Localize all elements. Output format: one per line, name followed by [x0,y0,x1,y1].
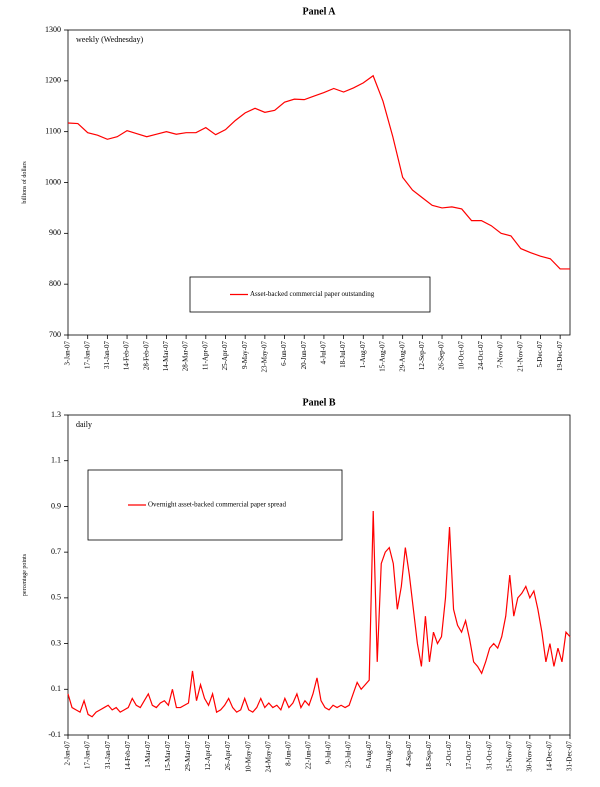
y-tick-label: 0.9 [51,501,61,510]
x-tick-label: 14-Mar-07 [162,341,170,372]
x-tick-label: 10-Oct-07 [457,341,465,370]
chart-title: Panel A [302,6,336,17]
x-tick-label: 2-Jan-07 [64,741,72,766]
x-tick-label: 31-Jan-07 [104,741,112,769]
x-tick-label: 20-Aug-07 [385,741,393,772]
x-tick-label: 12-Apr-07 [204,741,212,771]
x-tick-label: 17-Jan-07 [84,741,92,769]
data-line [67,510,571,718]
x-tick-label: 17-Oct-07 [465,741,473,770]
x-tick-label: 12-Sep-07 [418,341,426,371]
x-tick-label: 14-Feb-07 [123,341,131,371]
y-tick-label: 0.3 [51,638,61,647]
x-tick-label: 31-Oct-07 [485,741,493,770]
y-tick-label: 1300 [45,25,61,34]
x-tick-label: 29-Aug-07 [398,341,406,372]
data-line [67,74,570,270]
y-tick-label: 800 [49,279,61,288]
x-tick-label: 9-Jul-07 [325,741,333,765]
y-tick-label: 900 [49,228,61,237]
y-tick-label: 1.1 [51,456,61,465]
annotation: weekly (Wednesday) [76,35,143,44]
x-tick-label: 3-Jan-07 [64,341,72,366]
legend-label: Overnight asset-backed commercial paper … [148,501,286,509]
x-tick-label: 9-May-07 [241,341,249,369]
plot-area [67,414,571,736]
x-tick-label: 24-May-07 [264,741,272,773]
x-tick-label: 4-Sep-07 [405,741,413,767]
x-tick-label: 25-Apr-07 [221,341,229,371]
x-tick-label: 31-Dec-07 [566,741,574,771]
x-tick-label: 21-Nov-07 [516,341,524,372]
x-tick-label: 11-Apr-07 [201,341,209,371]
x-tick-label: 14-Feb-07 [124,741,132,771]
y-tick-label: 0.1 [51,684,61,693]
chart-title: Panel B [302,397,335,408]
y-tick-label: 700 [49,330,61,339]
x-tick-label: 26-Sep-07 [438,341,446,371]
x-tick-label: 5-Dec-07 [536,341,544,368]
y-tick-label: 1100 [45,126,61,135]
x-tick-label: 4-Jul-07 [320,341,328,365]
x-tick-label: 18-Jul-07 [339,341,347,368]
y-tick-label: 1000 [45,177,61,186]
x-tick-label: 6-Aug-07 [365,741,373,769]
x-tick-label: 2-Oct-07 [445,741,453,767]
legend-label: Asset-backed commercial paper outstandin… [250,290,375,298]
x-tick-label: 18-Sep-07 [425,741,433,771]
x-tick-label: 10-May-07 [244,741,252,773]
x-tick-label: 19-Dec-07 [556,341,564,371]
x-tick-label: 15-Nov-07 [505,741,513,772]
y-tick-label: 1.3 [51,410,61,419]
y-tick-label: -0.1 [48,730,61,739]
x-tick-label: 15-Mar-07 [164,741,172,772]
x-tick-label: 28-Feb-07 [142,341,150,371]
x-tick-label: 14-Dec-07 [546,741,554,771]
x-tick-label: 8-Jun-07 [284,741,292,766]
x-tick-label: 6-Jun-07 [280,341,288,366]
x-tick-label: 15-Aug-07 [379,341,387,372]
x-tick-label: 24-Oct-07 [477,341,485,370]
x-tick-label: 22-Jun-07 [305,741,313,770]
y-axis-label: percentage points [22,553,28,596]
x-tick-label: 7-Nov-07 [497,341,505,369]
x-tick-label: 28-Mar-07 [182,341,190,372]
x-tick-label: 20-Jun-07 [300,341,308,370]
x-tick-label: 1-Aug-07 [359,341,367,369]
x-tick-label: 17-Jan-07 [83,341,91,369]
y-tick-label: 0.5 [51,593,61,602]
x-tick-label: 30-Nov-07 [525,741,533,772]
y-tick-label: 1200 [45,76,61,85]
annotation: daily [76,420,92,429]
x-tick-label: 1-Mar-07 [144,741,152,768]
x-tick-label: 29-Mar-07 [184,741,192,772]
x-tick-label: 31-Jan-07 [103,341,111,369]
y-axis-label: billions of dollars [21,161,28,204]
x-tick-label: 23-May-07 [260,341,268,373]
y-tick-label: 0.7 [51,547,61,556]
x-tick-label: 23-Jul-07 [345,741,353,768]
x-tick-label: 26-Apr-07 [224,741,232,771]
